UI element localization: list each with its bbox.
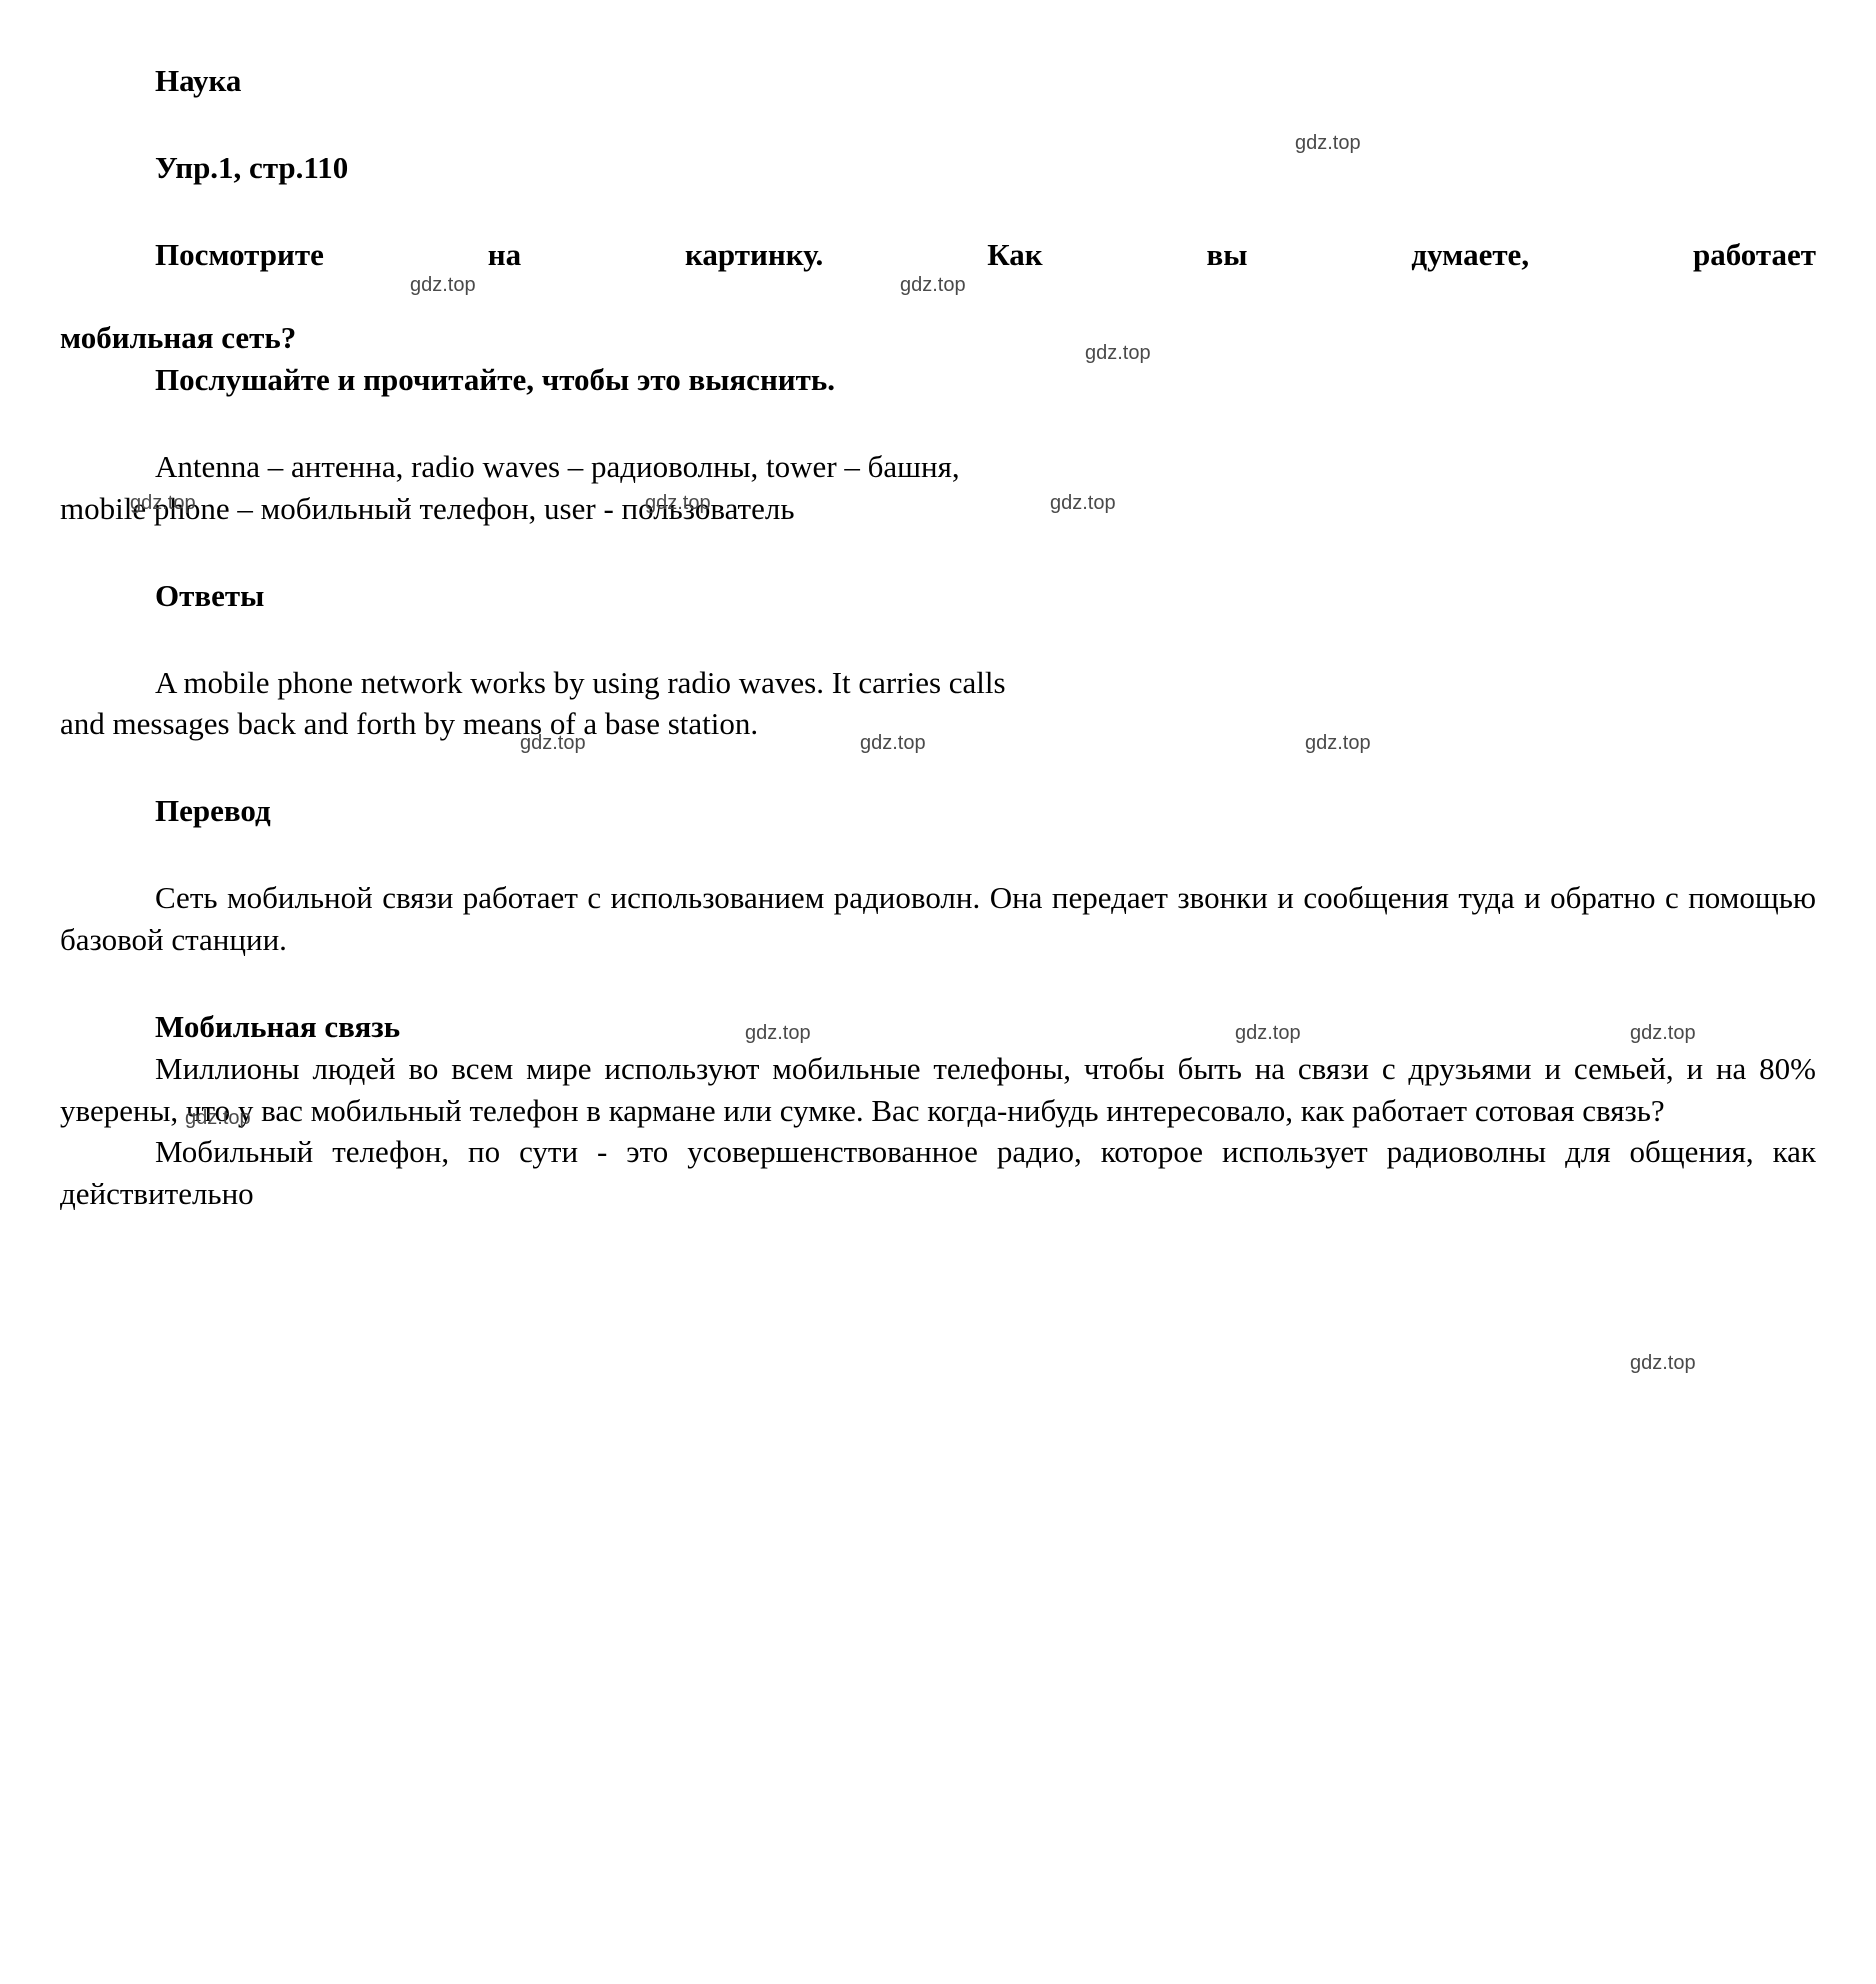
question-block: Посмотрите на картинку. Как вы думаете, … [60,234,1816,360]
question-line-1: Посмотрите на картинку. Как вы думаете, … [60,234,1816,318]
section-title: Наука [60,60,1816,102]
article-paragraph-1: Миллионы людей во всем мире используют м… [60,1048,1816,1132]
watermark-text: gdz.top [1630,1350,1696,1377]
article-paragraph-2: Мобильный телефон, по сути - это усоверш… [60,1131,1816,1215]
vocabulary-block: Antenna – антенна, radio waves – радиово… [60,446,1816,530]
exercise-reference: Упр.1, стр.110 [60,147,1816,189]
article-title: Мобильная связь [60,1006,1816,1048]
translation-text: Сеть мобильной связи работает с использо… [60,877,1816,961]
translation-heading: Перевод [60,790,1816,832]
translation-block: Сеть мобильной связи работает с использо… [60,877,1816,961]
vocab-line-2: mobile phone – мобильный телефон, user -… [60,488,1816,530]
answers-heading: Ответы [60,575,1816,617]
answer-line-1: A mobile phone network works by using ra… [60,662,1816,704]
document-content: Наука Упр.1, стр.110 Посмотрите на карти… [60,60,1816,1215]
article-block: Миллионы людей во всем мире используют м… [60,1048,1816,1215]
vocab-line-1: Antenna – антенна, radio waves – радиово… [60,446,1816,488]
answer-line-2: and messages back and forth by means of … [60,703,1816,745]
answer-block: A mobile phone network works by using ra… [60,662,1816,746]
question-line-2: мобильная сеть? [60,317,1816,359]
instruction-text: Послушайте и прочитайте, чтобы это выясн… [60,359,1816,401]
